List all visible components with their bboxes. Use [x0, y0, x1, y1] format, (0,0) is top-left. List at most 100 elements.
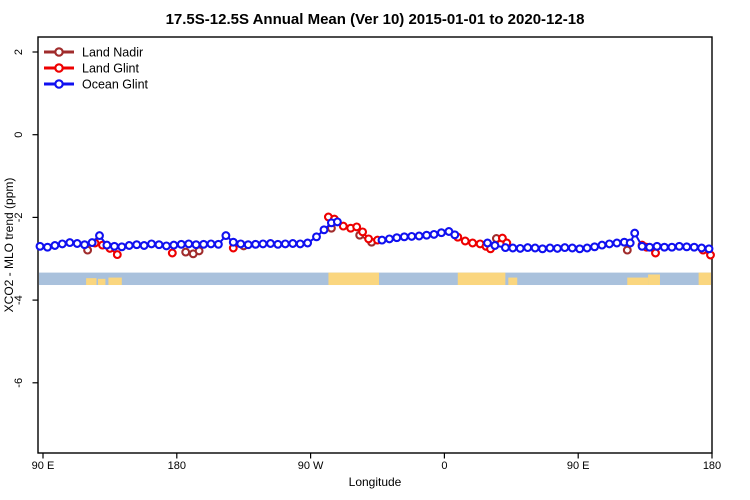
data-point [102, 240, 112, 250]
data-point [674, 241, 684, 251]
x-tick-label: 90 E [32, 460, 55, 472]
data-point [384, 234, 394, 244]
data-point [552, 243, 562, 253]
data-point [176, 239, 186, 249]
data-point [206, 239, 216, 249]
data-point [490, 241, 500, 250]
legend-marker-land-glint [54, 63, 64, 73]
data-point [450, 230, 460, 240]
data-point [523, 243, 533, 253]
legend-marker-ocean-glint [54, 79, 64, 89]
data-point [604, 239, 614, 249]
data-point [689, 242, 699, 252]
data-point [319, 225, 329, 235]
data-point [273, 239, 283, 249]
data-point [399, 232, 409, 242]
data-point [112, 250, 122, 260]
data-point [500, 243, 510, 253]
y-tick-label: -4 [13, 295, 25, 305]
data-point [236, 239, 246, 249]
legend-item-land-nadir: Land Nadir [44, 46, 143, 60]
x-tick-label: 180 [168, 460, 186, 472]
data-point [154, 240, 164, 250]
land-ocean-band [39, 272, 711, 286]
data-point [560, 243, 570, 253]
data-point [652, 241, 662, 251]
data-point [704, 244, 714, 254]
data-point [612, 238, 622, 248]
y-axis-title: XCO2 - MLO trend (ppm) [2, 178, 16, 313]
legend-item-ocean-glint: Ocean Glint [44, 78, 149, 92]
land-patch [508, 277, 518, 286]
data-point [191, 240, 201, 250]
data-point [659, 242, 669, 252]
data-point [392, 233, 402, 243]
data-point [682, 242, 692, 252]
x-tick-label: 0 [441, 460, 447, 472]
x-tick-label: 90 W [298, 460, 324, 472]
data-point [124, 241, 134, 250]
x-axis-title: Longitude [349, 475, 402, 489]
data-point [575, 244, 585, 254]
data-point [508, 243, 518, 253]
data-point [228, 237, 238, 247]
x-tick-label: 180 [703, 460, 721, 472]
data-point [80, 240, 90, 250]
legend-label-land-glint: Land Glint [82, 62, 140, 76]
data-point [582, 243, 592, 253]
data-point [332, 217, 342, 227]
legend-label-ocean-glint: Ocean Glint [82, 78, 149, 92]
data-series [35, 212, 715, 260]
data-point [460, 236, 470, 246]
data-point [251, 239, 261, 249]
land-patch [86, 278, 97, 286]
data-point [622, 245, 632, 255]
data-point [109, 241, 119, 251]
data-point [597, 240, 607, 250]
data-point [87, 238, 97, 248]
series-ocean-glint [35, 217, 714, 254]
data-point [590, 242, 600, 252]
data-point [667, 242, 677, 252]
data-point [181, 247, 191, 257]
data-point [95, 231, 104, 241]
axis-ticks: 90 E 180 90 W 0 90 E 180 2 0 -2 -4 -6 [13, 49, 721, 472]
data-point [483, 238, 492, 248]
chart-title: 17.5S-12.5S Annual Mean (Ver 10) 2015-01… [166, 11, 585, 28]
data-point [422, 230, 432, 240]
data-point [567, 243, 577, 253]
data-point [364, 234, 374, 244]
legend-item-land-glint: Land Glint [44, 62, 140, 76]
data-point [358, 227, 368, 237]
land-patch [457, 272, 506, 286]
data-point [414, 231, 424, 241]
data-point [625, 238, 635, 248]
y-tick-label: 2 [13, 49, 25, 55]
data-point [338, 221, 348, 231]
data-point [169, 240, 179, 250]
data-point [295, 239, 305, 249]
land-patch [698, 272, 711, 286]
y-tick-label: 0 [13, 132, 25, 138]
data-point [43, 242, 52, 252]
data-point [280, 239, 290, 249]
data-point [132, 240, 142, 250]
land-patch [328, 272, 379, 286]
data-point [161, 241, 171, 251]
data-point [407, 231, 417, 241]
data-point [312, 232, 321, 242]
data-point [35, 241, 45, 251]
data-point [50, 241, 60, 250]
data-point [429, 229, 439, 239]
data-point [65, 238, 75, 248]
data-point [645, 242, 655, 252]
data-point [377, 235, 387, 245]
land-patch [627, 277, 649, 286]
data-point [72, 239, 82, 248]
legend: Land Nadir Land Glint Ocean Glint [44, 46, 149, 92]
data-point [436, 228, 446, 238]
data-point [184, 239, 194, 249]
x-tick-label: 90 E [567, 460, 590, 472]
